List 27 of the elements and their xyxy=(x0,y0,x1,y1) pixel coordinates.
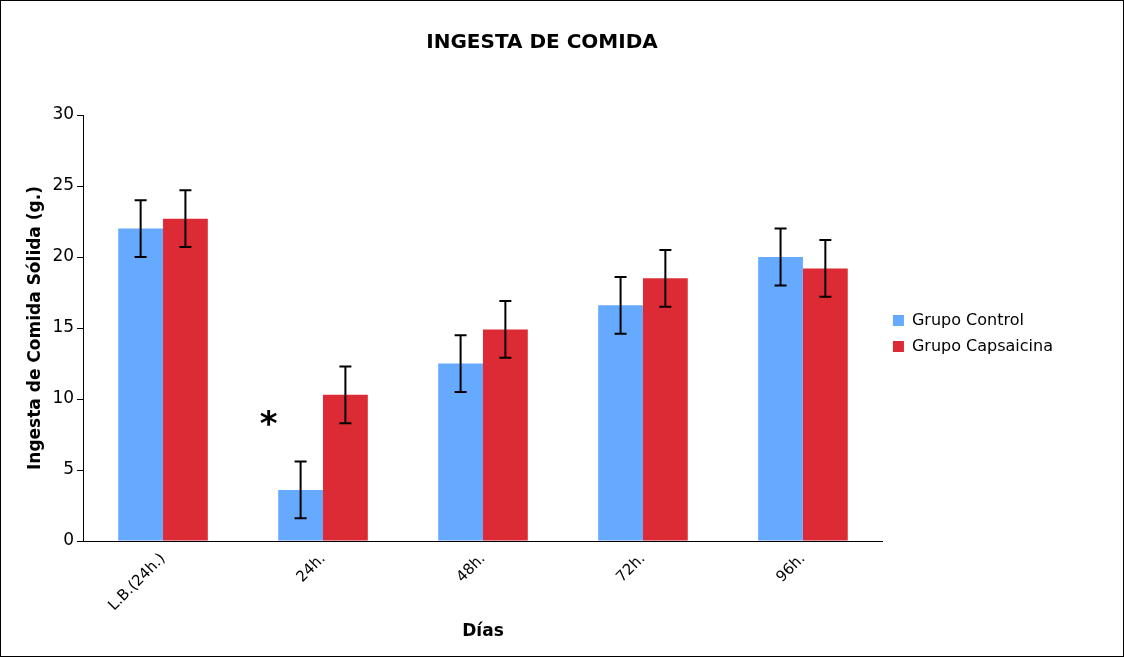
x-tick-label: 96h. xyxy=(772,549,809,586)
y-tick-label: 0 xyxy=(63,529,75,550)
bar xyxy=(642,278,688,541)
bar xyxy=(598,305,643,541)
bar xyxy=(323,394,368,541)
x-axis-title: Días xyxy=(462,620,504,641)
x-tick-label: 48h. xyxy=(452,549,489,586)
y-tick-label: 10 xyxy=(52,387,75,408)
x-tick-label: 24h. xyxy=(292,549,329,586)
y-axis-title: Ingesta de Comida Sólida (g.) xyxy=(23,186,44,471)
y-tick-label: 25 xyxy=(52,174,75,195)
bar xyxy=(438,363,483,541)
y-tick-label: 5 xyxy=(63,458,75,479)
y-tick-label: 30 xyxy=(52,103,75,124)
legend-label: Grupo Control xyxy=(911,309,1024,329)
bar xyxy=(278,489,324,541)
bar xyxy=(758,257,803,541)
chart-title: INGESTA DE COMIDA xyxy=(426,29,659,54)
bar xyxy=(118,228,164,541)
annotation: * xyxy=(259,403,278,444)
y-tick-label: 20 xyxy=(52,245,75,266)
x-tick-label: 72h. xyxy=(612,549,649,586)
legend-label: Grupo Capsaicina xyxy=(911,335,1054,355)
bar xyxy=(802,268,848,541)
bar xyxy=(482,329,528,541)
y-tick-label: 15 xyxy=(52,316,75,337)
bar xyxy=(163,218,208,541)
